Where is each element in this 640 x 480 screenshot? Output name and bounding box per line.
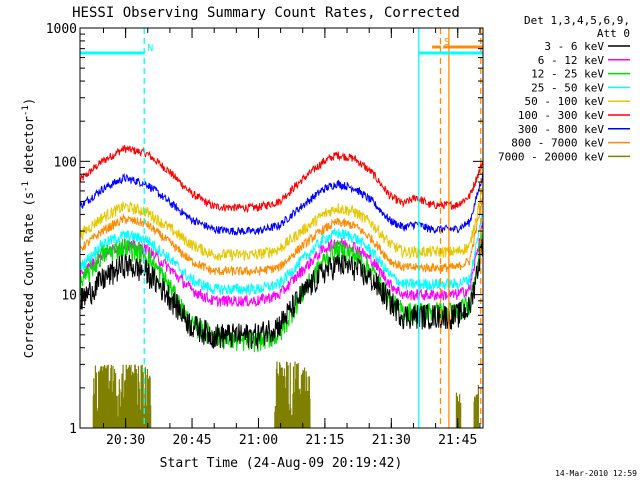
series-line-8 bbox=[79, 193, 484, 277]
axis-layer: 1 10 100 1000 20:30 20:45 21:00 21:15 21:30 21:45 bbox=[46, 22, 483, 448]
legend-entry-label-9: 7000 - 20000 keV bbox=[498, 150, 604, 163]
overlay-layer: NS bbox=[80, 28, 483, 428]
series-line-2 bbox=[79, 221, 484, 308]
y-tick-label-3: 100 bbox=[54, 155, 77, 170]
legend-entry-label-3: 12 - 25 keV bbox=[531, 68, 604, 81]
legend-entry-label-6: 100 - 300 keV bbox=[518, 109, 604, 122]
legend-entry-label-7: 300 - 800 keV bbox=[518, 123, 604, 136]
series-line-7 bbox=[79, 171, 484, 236]
y-tick-label-4: 1000 bbox=[46, 22, 77, 37]
legend-header-line1: Det 1,3,4,5,6,9, bbox=[524, 14, 630, 27]
legend-entry-label-2: 6 - 12 keV bbox=[538, 54, 605, 67]
series-layer bbox=[79, 145, 484, 428]
y-axis-label: Corrected Count Rate (s-1 detector-1) bbox=[21, 98, 36, 358]
y-tick-label-2: 10 bbox=[61, 289, 77, 304]
legend-entry-label-1: 3 - 6 keV bbox=[544, 40, 604, 53]
series-line-5 bbox=[79, 181, 484, 263]
x-tick-label-2: 20:45 bbox=[172, 433, 211, 448]
plot-frame bbox=[79, 27, 484, 429]
series-line-3 bbox=[79, 230, 484, 353]
series-line-1 bbox=[79, 238, 484, 350]
x-tick-label-5: 21:30 bbox=[372, 433, 411, 448]
flag-label-1: N bbox=[147, 43, 153, 54]
series-line-6 bbox=[79, 145, 484, 214]
legend-entry-label-4: 25 - 50 keV bbox=[531, 81, 604, 94]
series-line-4 bbox=[79, 213, 484, 296]
x-tick-label-6: 21:45 bbox=[438, 433, 477, 448]
chart-title: HESSI Observing Summary Count Rates, Cor… bbox=[72, 5, 460, 21]
legend-entry-label-8: 800 - 7000 keV bbox=[511, 137, 604, 150]
x-axis-label: Start Time (24-Aug-09 20:19:42) bbox=[160, 456, 403, 471]
legend-header-line2: Att 0 bbox=[597, 27, 630, 40]
x-tick-label-4: 21:15 bbox=[305, 433, 344, 448]
legend-entry-label-5: 50 - 100 keV bbox=[525, 95, 605, 108]
series-line-9 bbox=[92, 361, 479, 428]
y-tick-label-1: 1 bbox=[69, 422, 77, 437]
x-tick-label-3: 21:00 bbox=[239, 433, 278, 448]
footer-date: 14-Mar-2010 12:59 bbox=[555, 469, 637, 478]
x-tick-label-1: 20:30 bbox=[106, 433, 145, 448]
flag-label-2: S bbox=[444, 37, 450, 48]
